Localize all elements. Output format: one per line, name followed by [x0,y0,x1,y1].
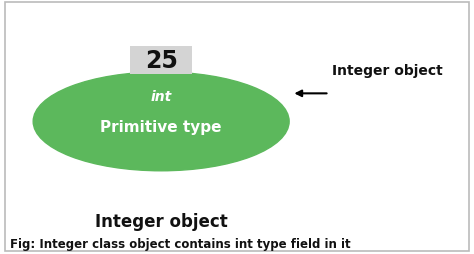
FancyBboxPatch shape [130,47,192,75]
Text: Integer object: Integer object [332,64,443,78]
Text: int: int [151,90,172,103]
Text: 25: 25 [145,49,178,73]
Text: Primitive type: Primitive type [100,120,222,134]
Text: Integer object: Integer object [95,212,228,230]
Ellipse shape [33,73,289,171]
Text: Fig: Integer class object contains int type field in it: Fig: Integer class object contains int t… [10,237,350,250]
